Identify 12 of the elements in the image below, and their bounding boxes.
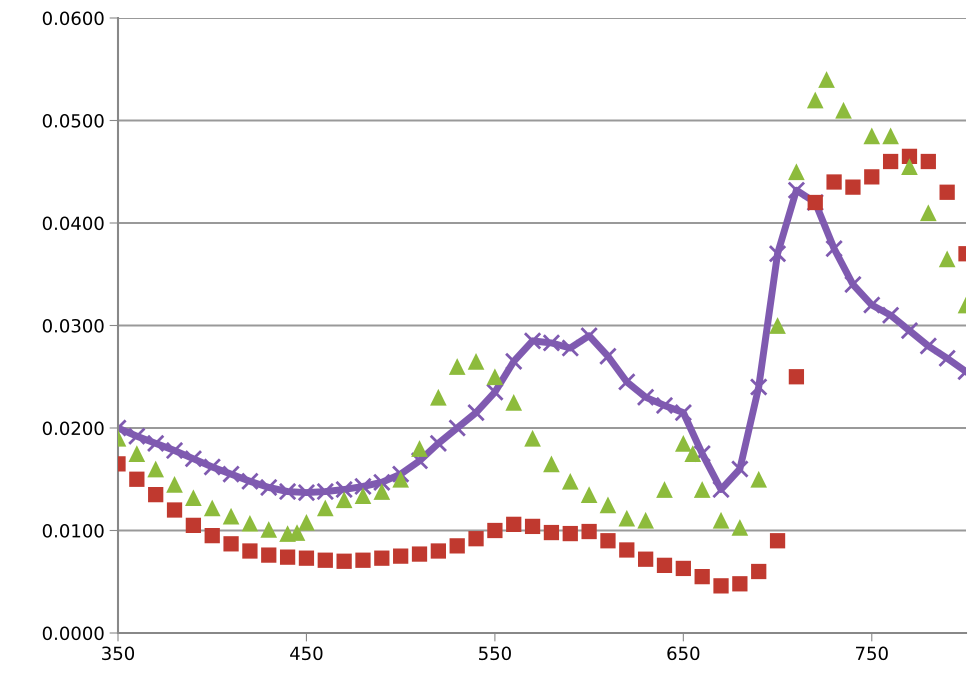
y-tick-label: 0.0500 — [42, 114, 104, 128]
y-tick-label: 0.0000 — [42, 626, 104, 640]
y-tick-label: 0.0200 — [42, 421, 104, 436]
x-tick-label: 750 — [856, 646, 888, 660]
y-tick-label: 0.0300 — [42, 318, 104, 333]
x-tick-label: 550 — [479, 646, 511, 660]
y-tick-label: 0.0600 — [42, 11, 104, 26]
x-tick-label: 350 — [102, 646, 134, 660]
x-tick-label: 650 — [667, 646, 700, 660]
y-tick-label: 0.0400 — [42, 216, 104, 230]
x-tick-label: 450 — [290, 646, 322, 660]
y-tick-label: 0.0100 — [42, 524, 104, 538]
